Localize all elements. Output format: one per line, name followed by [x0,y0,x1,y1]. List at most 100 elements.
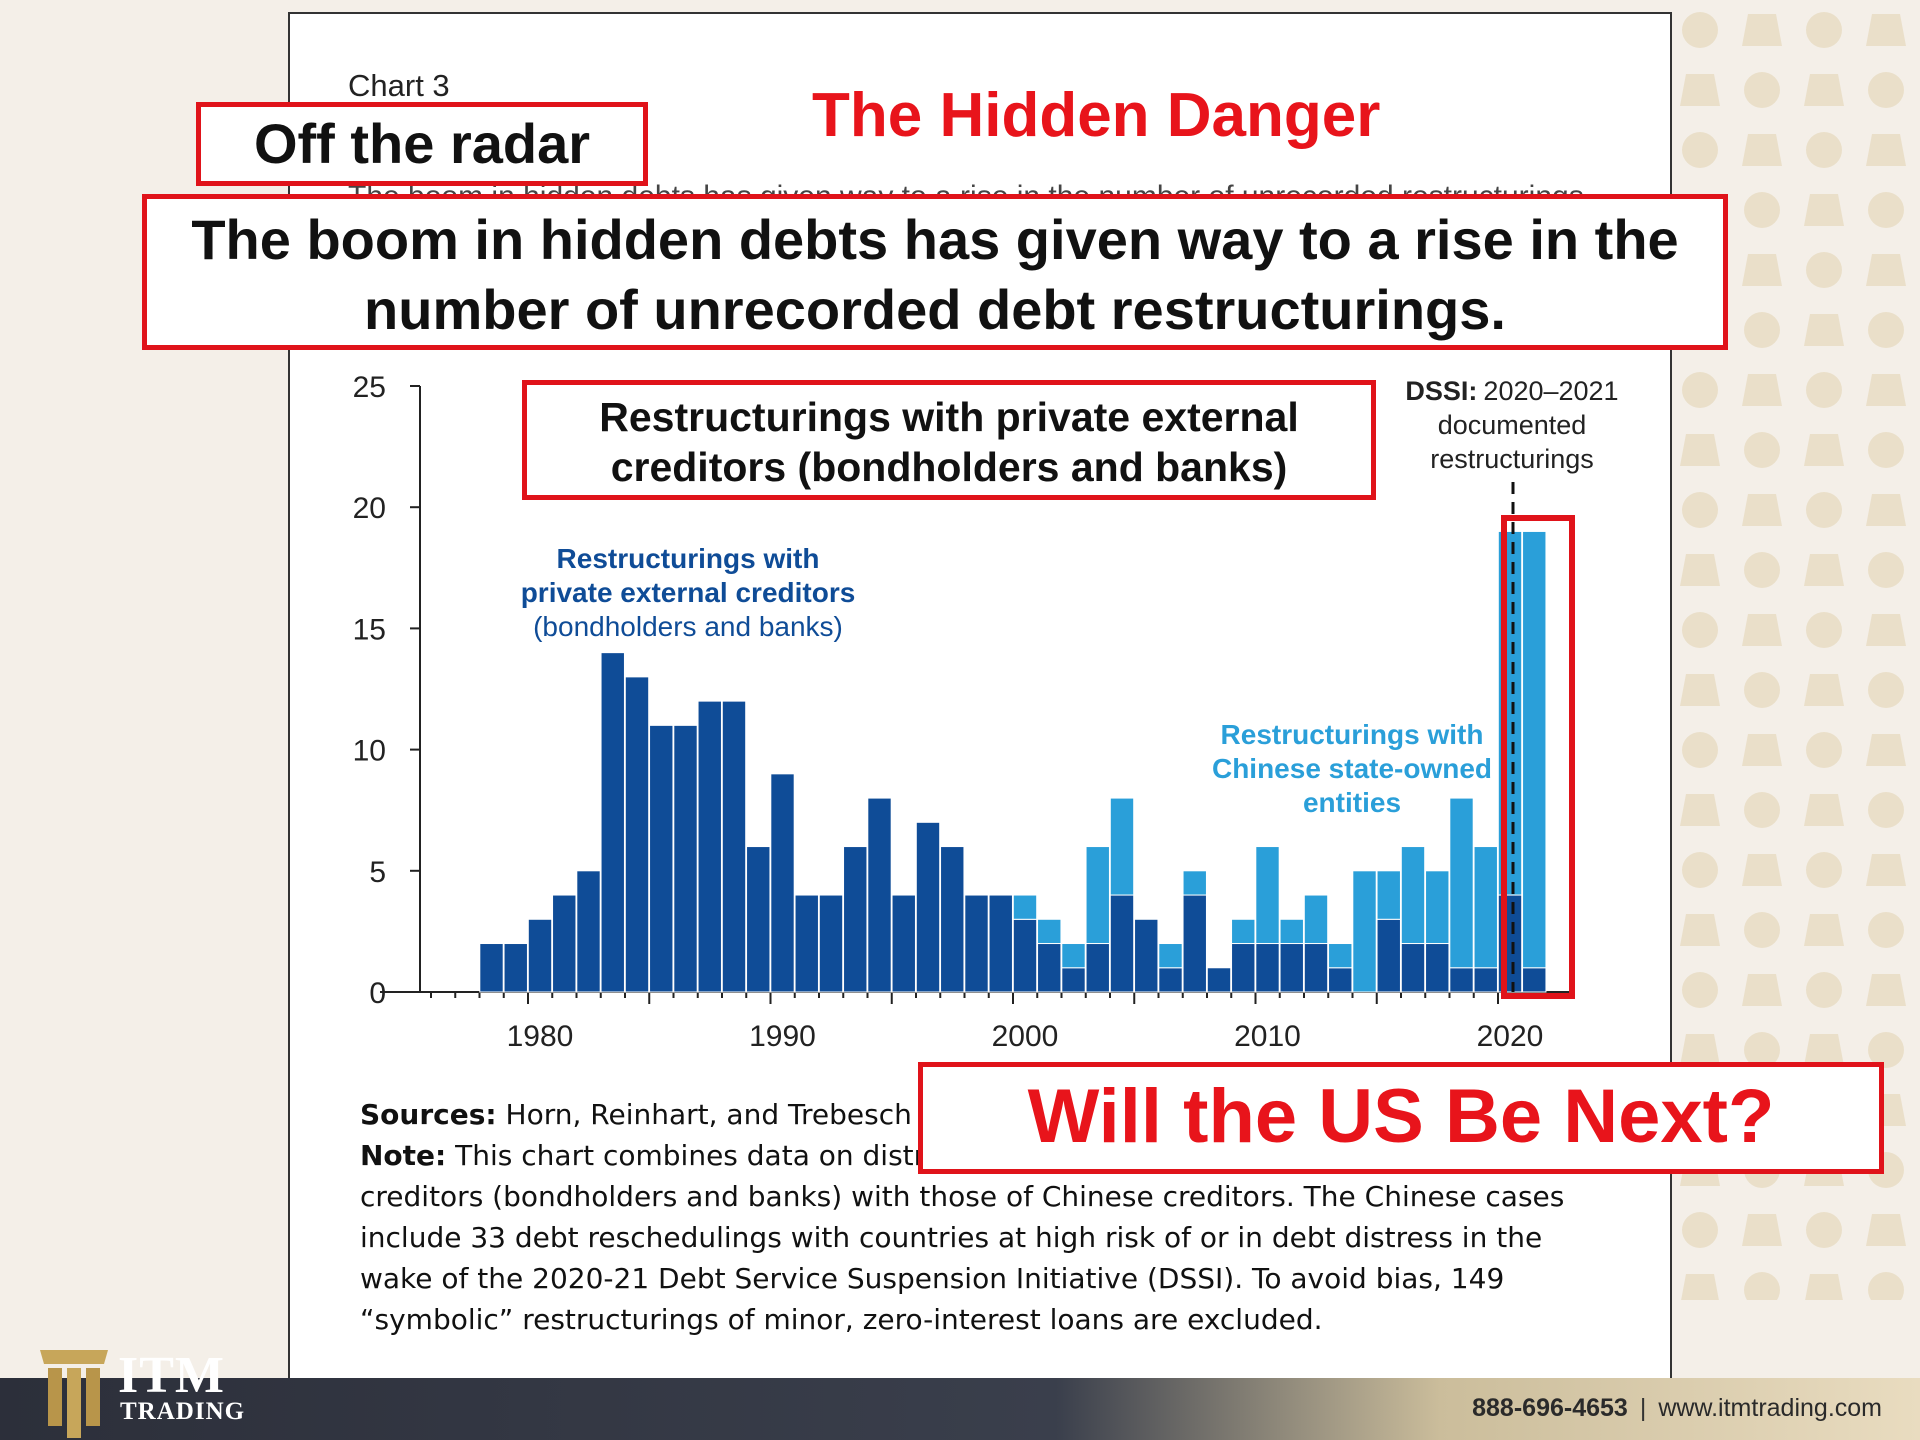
y-tick-label: 0 [369,977,386,1010]
private-annotation-line3: (bondholders and banks) [533,611,843,642]
bar-private-creditors [552,894,577,993]
brand-subname: TRADING [120,1398,246,1425]
pattern-circle [1868,432,1904,468]
private-annotation-line2: private external creditors [521,577,856,608]
overlay-title: The Hidden Danger [812,81,1381,150]
sources-line: Sources: Horn, Reinhart, and Trebesch [360,1094,1620,1135]
pattern-circle [1682,972,1718,1008]
brand-name: ITM [118,1347,225,1404]
pattern-trapezoid [1742,134,1782,166]
bar-private-creditors [527,918,553,993]
bar-private-creditors [1279,943,1304,993]
annotation-callout: Restructurings with private external cre… [522,380,1376,500]
bar-chinese-creditors [1109,797,1135,896]
bar-private-creditors [1473,967,1498,993]
note-label: Note: [360,1139,447,1172]
bar-private-creditors [1182,894,1207,993]
bar-chinese-creditors [1328,943,1353,969]
pattern-circle [1806,852,1842,888]
bar-private-creditors [940,846,965,993]
bar-private-creditors [697,700,722,993]
bar-private-creditors [915,821,941,993]
bar-private-creditors [818,894,844,993]
bar-private-creditors [1158,967,1183,993]
pattern-circle [1806,612,1842,648]
bar-private-creditors [867,797,892,993]
bar-chinese-creditors [1400,846,1426,945]
bar-private-creditors [1449,967,1474,993]
bar-private-creditors [1522,967,1547,993]
bar-private-creditors [721,700,747,993]
pattern-circle [1806,732,1842,768]
contact-separator: | [1639,1394,1647,1422]
bar-chinese-creditors [1012,894,1038,920]
pattern-circle [1744,552,1780,588]
bar-chinese-creditors [1231,918,1256,945]
dssi-label-line2: documented [1438,410,1587,440]
pattern-trapezoid [1742,14,1782,46]
website-link[interactable]: www.itmtrading.com [1658,1394,1882,1422]
pattern-circle [1868,192,1904,228]
bar-chinese-creditors [1037,918,1062,945]
pattern-trapezoid [1742,374,1782,406]
pattern-trapezoid [1742,254,1782,286]
headline-callout: The boom in hidden debts has given way t… [142,194,1728,350]
bar-private-creditors [1012,918,1038,993]
pattern-circle [1744,1272,1780,1300]
sources-label: Sources: [360,1098,497,1131]
x-tick-label: 2010 [1234,1020,1301,1053]
bar-private-creditors [1255,943,1280,993]
bar-chinese-creditors [1279,918,1304,945]
itm-pillar-logo-icon [40,1350,108,1438]
pattern-trapezoid [1681,1274,1719,1300]
bar-chinese-creditors [1425,870,1450,945]
chart-number-label: Chart 3 [348,68,450,103]
pattern-trapezoid [1680,74,1720,106]
y-tick-label: 15 [353,613,386,646]
y-tick-label: 10 [353,735,386,768]
bar-chinese-creditors [1303,894,1329,945]
pattern-circle [1744,672,1780,708]
bar-private-creditors [1134,918,1159,993]
bar-private-creditors [1425,943,1450,993]
pattern-circle [1806,1212,1842,1248]
chart-axes: 0 5 10 15 20 25 1980 1990 2000 2010 2020 [353,371,1575,1053]
pattern-circle [1682,372,1718,408]
pattern-circle [1682,492,1718,528]
pattern-trapezoid [1866,374,1906,406]
pattern-trapezoid [1804,554,1844,586]
bar-private-creditors [1206,967,1232,993]
bar-private-creditors [843,846,868,993]
bar-chinese-creditors [1522,530,1547,969]
chinese-annotation-line1: Restructurings with [1221,719,1484,750]
pattern-circle [1868,912,1904,948]
bar-private-creditors [1376,918,1401,993]
pattern-circle [1744,72,1780,108]
bar-private-creditors [576,870,601,993]
footer-bar [0,1378,1920,1440]
pattern-trapezoid [1804,314,1844,346]
bar-private-creditors [1085,943,1110,993]
bar-private-creditors [746,846,771,993]
bar-private-creditors [624,676,650,993]
phone-link[interactable]: 888-696-4653 [1472,1394,1628,1422]
dssi-label-line1: DSSI: 2020–2021 [1405,376,1618,406]
pattern-circle [1682,1212,1718,1248]
pattern-trapezoid [1680,434,1720,466]
dssi-label-line3: restructurings [1430,444,1594,474]
pattern-circle [1868,1032,1904,1068]
sources-text: Horn, Reinhart, and Trebesch [505,1098,912,1131]
pattern-trapezoid [1866,134,1906,166]
pattern-trapezoid [1866,734,1906,766]
chart-bars [479,530,1547,993]
bar-private-creditors [1109,894,1135,993]
pattern-trapezoid [1680,554,1720,586]
pattern-circle [1744,432,1780,468]
pattern-trapezoid [1866,14,1906,46]
contact-info: 888-696-4653 | www.itmtrading.com [1472,1394,1882,1423]
pattern-circle [1744,192,1780,228]
bar-chinese-creditors [1182,870,1207,896]
pattern-circle [1744,1032,1780,1068]
x-tick-label: 1990 [749,1020,816,1053]
